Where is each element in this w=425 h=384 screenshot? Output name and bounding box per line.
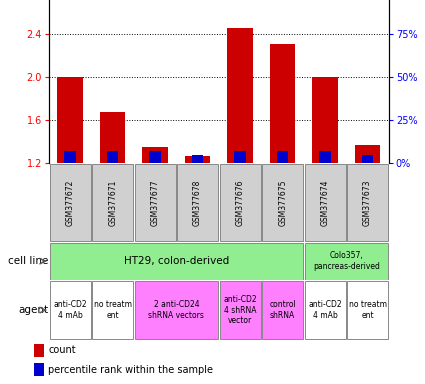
Text: GSM377674: GSM377674 <box>320 179 330 226</box>
Text: GSM377678: GSM377678 <box>193 179 202 226</box>
Bar <box>92 281 133 339</box>
Bar <box>305 164 346 241</box>
Bar <box>34 344 44 357</box>
Bar <box>234 151 246 163</box>
Bar <box>50 243 303 280</box>
Text: cell line: cell line <box>8 256 49 266</box>
Bar <box>220 281 261 339</box>
Bar <box>107 151 118 163</box>
Bar <box>92 164 133 241</box>
Bar <box>50 164 91 241</box>
Text: GSM377675: GSM377675 <box>278 179 287 226</box>
Bar <box>185 156 210 163</box>
Bar <box>362 155 373 163</box>
Bar <box>305 243 388 280</box>
Bar <box>149 151 161 163</box>
Bar <box>142 147 168 163</box>
Text: percentile rank within the sample: percentile rank within the sample <box>48 365 213 375</box>
Bar <box>100 113 125 163</box>
Text: control
shRNA: control shRNA <box>269 300 296 320</box>
Bar <box>50 281 91 339</box>
Text: GSM377676: GSM377676 <box>235 179 245 226</box>
Bar <box>135 164 176 241</box>
Text: GSM377677: GSM377677 <box>150 179 160 226</box>
Bar <box>135 281 218 339</box>
Text: HT29, colon-derived: HT29, colon-derived <box>124 256 229 266</box>
Bar <box>220 164 261 241</box>
Text: GSM377673: GSM377673 <box>363 179 372 226</box>
Text: no treatm
ent: no treatm ent <box>348 300 387 320</box>
Text: count: count <box>48 345 76 355</box>
Bar <box>177 164 218 241</box>
Bar <box>227 28 253 163</box>
Bar <box>319 151 331 163</box>
Bar <box>192 155 203 163</box>
Bar <box>64 151 76 163</box>
Bar <box>305 281 346 339</box>
Bar <box>277 151 288 163</box>
Text: anti-CD2
4 shRNA
vector: anti-CD2 4 shRNA vector <box>223 295 257 325</box>
Bar <box>270 45 295 163</box>
Bar <box>57 77 83 163</box>
Text: anti-CD2
4 mAb: anti-CD2 4 mAb <box>53 300 87 320</box>
Text: agent: agent <box>19 305 49 315</box>
Text: Colo357,
pancreas-derived: Colo357, pancreas-derived <box>313 252 380 271</box>
Bar <box>262 164 303 241</box>
Bar <box>347 164 388 241</box>
Bar <box>312 77 338 163</box>
Text: 2 anti-CD24
shRNA vectors: 2 anti-CD24 shRNA vectors <box>148 300 204 320</box>
Bar <box>355 145 380 163</box>
Bar <box>262 281 303 339</box>
Bar <box>34 363 44 376</box>
Text: anti-CD2
4 mAb: anti-CD2 4 mAb <box>308 300 342 320</box>
Text: no treatm
ent: no treatm ent <box>94 300 132 320</box>
Bar <box>347 281 388 339</box>
Text: GSM377672: GSM377672 <box>65 179 75 226</box>
Text: GSM377671: GSM377671 <box>108 179 117 226</box>
